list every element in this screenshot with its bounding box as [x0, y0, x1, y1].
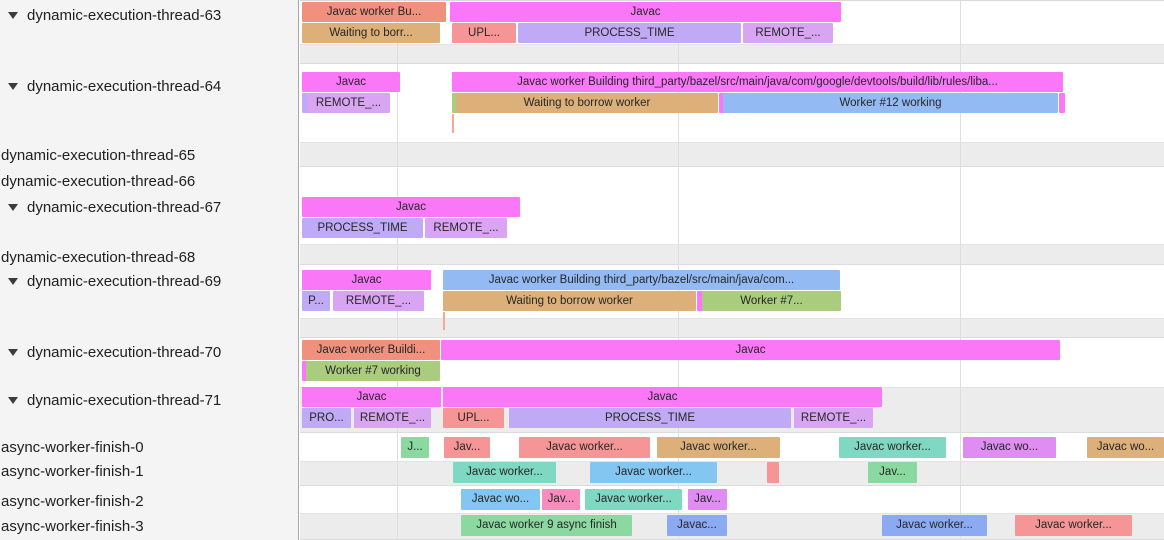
- timeline-top-divider: [300, 0, 1164, 1]
- trace-event-bar[interactable]: Waiting to borrow worker: [456, 93, 718, 113]
- track-label-row[interactable]: dynamic-execution-thread-66: [0, 171, 299, 191]
- trace-event-bar[interactable]: [1059, 93, 1065, 113]
- trace-event-bar[interactable]: Javac worker Bu...: [302, 2, 446, 22]
- collapse-triangle-icon[interactable]: [8, 348, 18, 356]
- trace-event-bar[interactable]: [302, 361, 308, 381]
- trace-event-bar[interactable]: REMOTE_...: [307, 93, 390, 113]
- track-label-row[interactable]: async-worker-finish-3: [0, 516, 299, 536]
- trace-event-bar[interactable]: Jav...: [542, 489, 580, 510]
- trace-event-bar[interactable]: Javac worker Building third_party/bazel/…: [452, 72, 1063, 92]
- trace-event-bar[interactable]: REMOTE_...: [425, 218, 507, 238]
- track-label: async-worker-finish-2: [1, 492, 144, 510]
- track-label-row[interactable]: async-worker-finish-0: [0, 437, 299, 457]
- track-label-row[interactable]: dynamic-execution-thread-64: [0, 76, 298, 96]
- trace-event-bar[interactable]: Javac wo...: [461, 489, 540, 510]
- collapse-triangle-icon[interactable]: [8, 396, 18, 404]
- trace-event-bar[interactable]: Javac worker...: [1015, 515, 1132, 536]
- track-label: dynamic-execution-thread-66: [1, 172, 196, 190]
- trace-event-bar[interactable]: Jav...: [688, 489, 727, 510]
- trace-event-bar[interactable]: Jav...: [868, 462, 917, 483]
- trace-event-bar[interactable]: Worker #12 working: [723, 93, 1058, 113]
- timeline-canvas[interactable]: Javac worker Bu... Javac Waiting to borr..…: [300, 0, 1164, 540]
- collapse-triangle-icon[interactable]: [8, 277, 18, 285]
- trace-event-bar[interactable]: Javac: [450, 2, 841, 22]
- track-band: [300, 318, 1164, 338]
- trace-event-bar[interactable]: Worker #7...: [702, 291, 841, 311]
- trace-event-bar[interactable]: Javac worker...: [839, 437, 946, 458]
- trace-event-bar[interactable]: PROCESS_TIME: [518, 23, 741, 43]
- trace-event-bar[interactable]: Javac worker 9 async finish: [461, 515, 632, 536]
- trace-event-bar[interactable]: REMOTE_...: [743, 23, 833, 43]
- track-label-row[interactable]: async-worker-finish-2: [0, 491, 299, 511]
- track-label-row[interactable]: async-worker-finish-1: [0, 461, 299, 481]
- instant-event-tick[interactable]: [452, 114, 454, 133]
- trace-event-bar[interactable]: Javac worker...: [882, 515, 987, 536]
- track-label: dynamic-execution-thread-65: [1, 146, 196, 164]
- trace-event-bar[interactable]: Javac...: [667, 515, 727, 536]
- track-label: dynamic-execution-thread-64: [27, 77, 222, 95]
- trace-event-bar[interactable]: UPL...: [443, 408, 504, 428]
- trace-event-bar[interactable]: PROCESS_TIME: [509, 408, 791, 428]
- trace-event-bar[interactable]: Javac: [441, 340, 1060, 360]
- track-label: dynamic-execution-thread-68: [1, 248, 196, 266]
- collapse-triangle-icon[interactable]: [8, 82, 18, 90]
- track-label: dynamic-execution-thread-63: [27, 6, 222, 24]
- track-label: async-worker-finish-3: [1, 517, 144, 535]
- collapse-triangle-icon[interactable]: [8, 203, 18, 211]
- track-band: [300, 461, 1164, 486]
- track-label-row[interactable]: dynamic-execution-thread-69: [0, 271, 298, 291]
- trace-event-bar[interactable]: REMOTE_...: [794, 408, 873, 428]
- trace-event-bar[interactable]: Javac wo...: [1087, 437, 1164, 458]
- track-label-row[interactable]: dynamic-execution-thread-71: [0, 390, 298, 410]
- trace-event-bar[interactable]: Jav...: [444, 437, 490, 458]
- trace-event-bar[interactable]: UPL...: [452, 23, 516, 43]
- track-label-row[interactable]: dynamic-execution-thread-70: [0, 342, 298, 362]
- trace-event-bar[interactable]: Javac: [443, 387, 882, 407]
- trace-event-bar[interactable]: Javac worker...: [585, 489, 682, 510]
- trace-event-bar[interactable]: Worker #7 working: [306, 361, 440, 381]
- trace-event-bar[interactable]: PRO...: [302, 408, 351, 428]
- trace-event-bar[interactable]: Waiting to borr...: [302, 23, 440, 43]
- trace-event-bar[interactable]: Waiting to borrow worker: [443, 291, 696, 311]
- track-label-row[interactable]: dynamic-execution-thread-65: [0, 145, 299, 165]
- trace-event-bar[interactable]: [767, 462, 779, 483]
- trace-event-bar[interactable]: [302, 93, 308, 113]
- trace-event-bar[interactable]: Javac worker...: [519, 437, 650, 458]
- track-label: async-worker-finish-0: [1, 438, 144, 456]
- trace-event-bar[interactable]: REMOTE_...: [333, 291, 424, 311]
- trace-event-bar[interactable]: Javac worker Building third_party/bazel/…: [443, 270, 840, 290]
- track-label: dynamic-execution-thread-69: [27, 272, 222, 290]
- trace-event-bar[interactable]: Javac wo...: [963, 437, 1056, 458]
- trace-event-bar[interactable]: Javac: [302, 387, 441, 407]
- track-band: [300, 142, 1164, 167]
- trace-event-bar[interactable]: Javac worker...: [590, 462, 717, 483]
- trace-event-bar[interactable]: Javac worker Buildi...: [302, 340, 440, 360]
- trace-event-bar[interactable]: PROCESS_TIME: [302, 218, 423, 238]
- trace-event-bar[interactable]: Javac: [302, 72, 400, 92]
- track-label-row[interactable]: dynamic-execution-thread-63: [0, 5, 298, 25]
- track-label-row[interactable]: dynamic-execution-thread-68: [0, 247, 299, 267]
- track-label-sidebar: dynamic-execution-thread-63 dynamic-execu…: [0, 0, 299, 540]
- trace-event-bar[interactable]: REMOTE_...: [354, 408, 431, 428]
- track-label: async-worker-finish-1: [1, 462, 144, 480]
- trace-event-bar[interactable]: P...: [302, 291, 330, 311]
- collapse-triangle-icon[interactable]: [8, 11, 18, 19]
- track-label: dynamic-execution-thread-67: [27, 198, 222, 216]
- gridline: [960, 0, 961, 540]
- trace-event-bar[interactable]: [697, 291, 703, 311]
- trace-event-bar[interactable]: Javac worker...: [657, 437, 780, 458]
- track-band: [300, 244, 1164, 265]
- trace-event-bar[interactable]: [719, 93, 725, 113]
- track-band: [300, 44, 1164, 64]
- trace-event-bar[interactable]: J...: [401, 437, 429, 458]
- track-label-row[interactable]: dynamic-execution-thread-67: [0, 197, 298, 217]
- trace-event-bar[interactable]: Javac worker...: [453, 462, 556, 483]
- track-label: dynamic-execution-thread-70: [27, 343, 222, 361]
- trace-event-bar[interactable]: [452, 93, 458, 113]
- instant-event-tick[interactable]: [443, 312, 445, 330]
- track-label: dynamic-execution-thread-71: [27, 391, 222, 409]
- trace-event-bar[interactable]: Javac: [302, 197, 520, 217]
- trace-event-bar[interactable]: Javac: [302, 270, 431, 290]
